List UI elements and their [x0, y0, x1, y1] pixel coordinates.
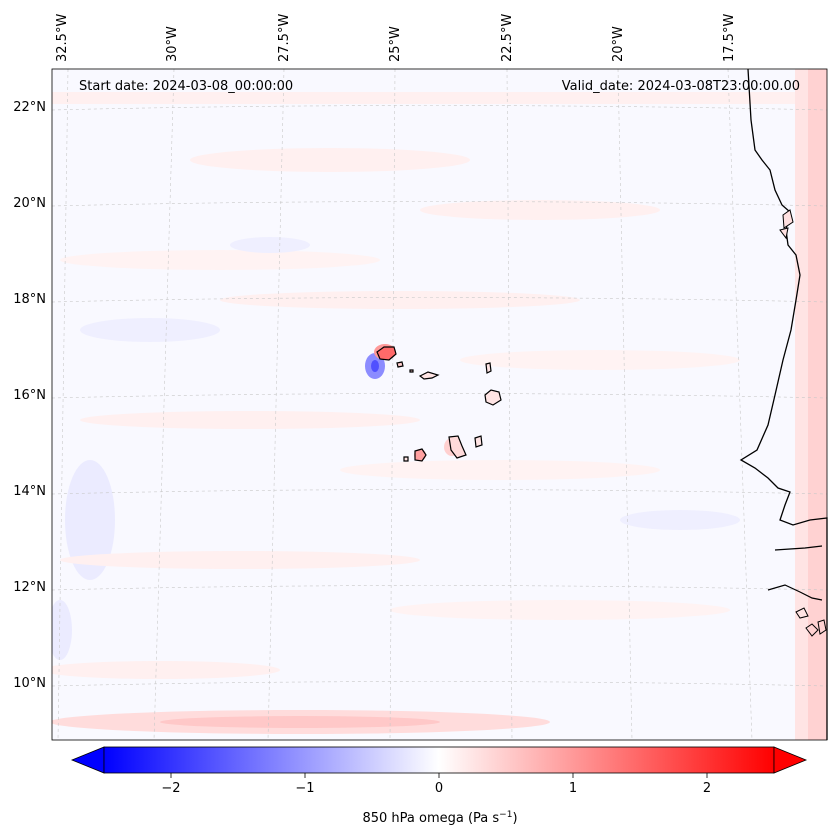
lon-label: 27.5°W — [277, 14, 292, 62]
lon-label: 17.5°W — [722, 14, 737, 62]
colorbar-tick-label: 0 — [435, 781, 443, 796]
lat-label: 16°N — [13, 388, 46, 403]
colorbar-tick-label: 1 — [569, 781, 577, 796]
gambia-river — [774, 545, 823, 551]
map-background — [52, 69, 827, 740]
colorbar-ticks: −2 −1 0 1 2 — [161, 773, 711, 796]
lat-label: 12°N — [13, 580, 46, 595]
cape-verde-islands — [376, 346, 502, 462]
colorbar: −2 −1 0 1 2 850 hPa omega (Pa s−1) — [70, 746, 808, 826]
coast-detail-a — [782, 209, 794, 229]
colorbar-extend-min — [70, 746, 105, 774]
lon-label: 22.5°W — [500, 14, 515, 62]
map-panel[interactable]: Start date: 2024-03-08_00:00:00 Valid_da… — [40, 68, 828, 741]
island-fogo — [414, 448, 427, 462]
colorbar-label-end: ) — [512, 811, 517, 826]
colorbar-tick-label: −1 — [295, 781, 314, 796]
bissagos-islands — [795, 607, 827, 637]
lon-label: 32.5°W — [55, 14, 70, 62]
gridlines — [52, 69, 827, 740]
colorbar-tick-label: −2 — [161, 781, 180, 796]
lat-label: 10°N — [13, 676, 46, 691]
island-santa-luzia — [409, 369, 414, 373]
map-frame — [51, 68, 828, 741]
colorbar-bar — [103, 746, 775, 774]
longitude-labels: 32.5°W 30°W 27.5°W 25°W 22.5°W 20°W 17.5… — [55, 14, 737, 62]
island-maio — [474, 435, 483, 448]
colorbar-label-main: 850 hPa omega (Pa s — [362, 811, 499, 826]
omega-field — [52, 69, 827, 740]
island-brava — [403, 456, 409, 462]
latitude-labels: 22°N 20°N 18°N 16°N 14°N 12°N 10°N — [13, 100, 46, 691]
valid-date-label: Valid_date: 2024-03-08T23:00:00.00 — [562, 79, 800, 94]
lon-label: 20°W — [611, 26, 626, 62]
start-date-label: Start date: 2024-03-08_00:00:00 — [79, 79, 293, 94]
africa-coastline — [739, 68, 828, 740]
island-sao-nicolau — [418, 371, 440, 380]
island-sao-vicente — [396, 361, 404, 368]
colorbar-label: 850 hPa omega (Pa s−1) — [362, 810, 517, 826]
lat-label: 14°N — [13, 484, 46, 499]
island-boa-vista — [484, 389, 502, 406]
coast-detail-b — [779, 227, 789, 240]
lat-label: 20°N — [13, 196, 46, 211]
colorbar-extend-max — [773, 746, 808, 774]
lon-label: 30°W — [165, 26, 180, 62]
colorbar-tick-label: 2 — [703, 781, 711, 796]
island-santo-antao — [376, 346, 397, 361]
island-sal — [485, 362, 492, 374]
island-santiago — [448, 435, 467, 459]
colorbar-label-sup: −1 — [499, 810, 512, 820]
lat-label: 22°N — [13, 100, 46, 115]
lat-label: 18°N — [13, 292, 46, 307]
lon-label: 25°W — [388, 26, 403, 62]
guinea-bissau-coast — [767, 584, 823, 601]
